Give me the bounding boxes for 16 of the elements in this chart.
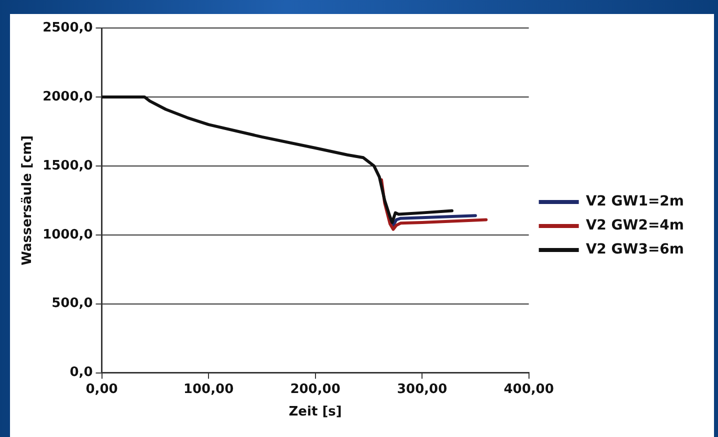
- x-tick-label: 300,00: [396, 382, 448, 397]
- y-tick-label: 2500,0: [42, 20, 93, 36]
- y-tick-label: 2000,0: [42, 89, 93, 104]
- x-tick-label: 0,00: [86, 382, 118, 397]
- y-tick-label: 1500,0: [42, 158, 93, 174]
- x-tick-label: 400,00: [504, 382, 554, 397]
- y-tick-label: 1000,0: [42, 227, 93, 242]
- y-tick-label: 500,0: [52, 296, 93, 312]
- x-tick-label: 100,00: [183, 382, 234, 397]
- y-tick-label: 0,0: [70, 365, 93, 380]
- legend-label: V2 GW2=4m: [586, 218, 684, 234]
- y-axis-title: Wassersäule [cm]: [20, 135, 36, 266]
- x-tick-label: 200,00: [290, 382, 340, 397]
- legend-label: V2 GW3=6m: [586, 242, 684, 258]
- x-axis-title: Zeit [s]: [288, 404, 342, 420]
- legend-label: V2 GW1=2m: [586, 194, 684, 210]
